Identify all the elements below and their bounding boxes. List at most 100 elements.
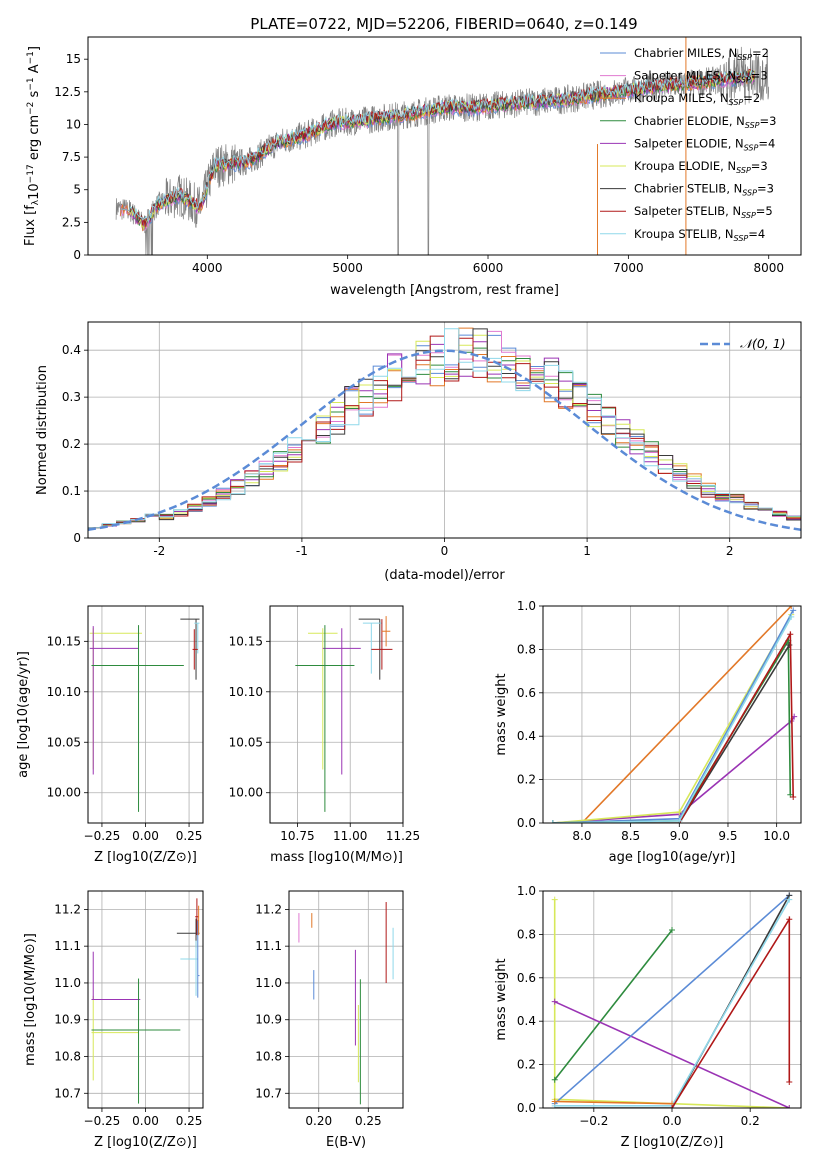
axes-frame: [87, 890, 204, 1109]
weight-marker: [786, 1078, 793, 1085]
weight-line: [552, 614, 792, 823]
weight-line: [554, 929, 673, 1081]
age-vs-metallicity-panel: −0.25 0.00 0.25 10.00 10.05 10.10 10.15 Z [log1…: [16, 605, 204, 865]
label-part: −1: [26, 77, 36, 90]
y-tick-label: 0.4: [62, 343, 81, 357]
y-axis-label: mass weight: [494, 673, 509, 755]
grid: [543, 605, 801, 824]
y-tick-label: 10.05: [229, 735, 263, 749]
spectrum-panel: 4000 5000 6000 7000 8000 0 2.5 5 7.5 10 12.5 15 wave…: [23, 36, 802, 298]
x-axis-label: Z [log10(Z/Z⊙)]: [94, 850, 197, 865]
label-part: SSP: [741, 211, 756, 220]
label-part: λ: [31, 199, 41, 205]
weight-marker: [549, 820, 556, 823]
y-tick-label: 2.5: [62, 215, 81, 229]
weight-vs-metallicity-panel: −0.2 0.0 0.2 0.0 0.2 0.4 0.6 0.8 1.0 Z [log10(Z/Z…: [494, 884, 802, 1150]
error-bar: [91, 625, 184, 812]
label-part: Salpeter ELODIE, N: [634, 136, 744, 150]
weight-marker: [786, 642, 793, 649]
x-tick-label: 9.5: [718, 829, 737, 843]
label-part: =3: [751, 69, 768, 83]
x-axis-label: E(B-V): [326, 1135, 366, 1150]
y-tick-label: 5: [73, 183, 81, 197]
x-tick-label: 9.0: [670, 829, 689, 843]
y-axis-label: Flux [fλ10−17 erg cm−2 s−1 A−1]: [23, 46, 42, 246]
plot-area: [298, 902, 394, 1105]
mass-vs-metallicity-panel: −0.25 0.00 0.25 10.7 10.8 10.9 11.0 11.1 11.2 Z […: [23, 890, 204, 1150]
y-tick-label: 12.5: [54, 85, 81, 99]
x-tick-label: 0.00: [132, 1114, 159, 1128]
label-part: −1: [26, 51, 36, 64]
label-part: SSP: [745, 121, 760, 130]
y-axis-label: age [log10(age/yr)]: [16, 651, 31, 778]
y-tick-label: 0.2: [62, 437, 81, 451]
y-tick-label: 0.4: [517, 729, 536, 743]
label-part: =4: [758, 136, 775, 150]
y-tick-label: 10.8: [54, 1050, 81, 1064]
weight-marker: [788, 613, 795, 620]
y-tick-label: 11.1: [54, 939, 81, 953]
label-part: ]: [27, 46, 42, 51]
y-tick-label: 0: [73, 531, 81, 545]
y-tick-label: 10.7: [255, 1086, 282, 1100]
legend-label: Salpeter STELIB, NSSP=5: [634, 204, 773, 220]
x-tick-label: −0.25: [84, 829, 121, 843]
error-bar: [197, 905, 200, 936]
y-tick-label: 0.2: [517, 773, 536, 787]
y-axis-label: mass weight: [494, 958, 509, 1040]
grid: [270, 606, 404, 823]
y-tick-label: 10: [66, 117, 81, 131]
label-part: SSP: [734, 234, 749, 243]
y-tick-label: 11.0: [255, 976, 282, 990]
weight-marker: [787, 631, 794, 638]
label-part: Salpeter MILES, N: [634, 69, 736, 83]
age-vs-mass-panel: 10.75 11.00 11.25 10.00 10.05 10.10 10.15 mass …: [229, 605, 420, 865]
plot-area: [88, 327, 801, 538]
label-part: =2: [743, 91, 760, 105]
x-tick-label: 7000: [613, 261, 644, 275]
label-part: =3: [757, 182, 774, 196]
label-part: Chabrier STELIB, N: [634, 182, 742, 196]
x-tick-label: 10.75: [280, 829, 314, 843]
error-bar: [295, 625, 355, 812]
axes-frame: [87, 605, 204, 824]
label-part: −17: [26, 164, 36, 183]
legend-label: Kroupa STELIB, NSSP=4: [634, 227, 765, 243]
x-axis-label: Z [log10(Z/Z⊙)]: [94, 1135, 197, 1150]
plot-area: [549, 606, 798, 823]
error-bar: [194, 622, 200, 654]
error-bar: [381, 616, 391, 647]
weight-line: [554, 894, 791, 1108]
y-tick-label: 10.10: [47, 685, 81, 699]
axes-frame: [288, 890, 404, 1109]
y-tick-label: 11.2: [54, 902, 81, 916]
plot-area: [115, 37, 770, 255]
legend-label: Chabrier STELIB, NSSP=3: [634, 182, 774, 198]
y-tick-label: 0.8: [517, 927, 536, 941]
y-tick-label: 10.8: [255, 1050, 282, 1064]
x-tick-label: −0.25: [84, 1114, 121, 1128]
label-part: 10: [27, 183, 42, 200]
y-tick-label: 11.0: [54, 976, 81, 990]
mass-vs-ebv-panel: 0.20 0.25 10.7 10.8 10.9 11.0 11.1 11.2 E(B-V): [255, 890, 404, 1150]
error-bar: [89, 626, 139, 775]
weight-line: [554, 1100, 673, 1105]
y-tick-label: 0.1: [62, 484, 81, 498]
x-tick-label: 0.25: [176, 1114, 203, 1128]
weight-line: [554, 894, 790, 1105]
label-part: =5: [756, 204, 773, 218]
grid: [289, 891, 403, 1108]
weight-line: [552, 644, 790, 823]
y-tick-label: 1.0: [517, 884, 536, 898]
y-tick-label: 10.9: [255, 1013, 282, 1027]
model-spectrum-line: [120, 69, 756, 222]
y-axis-label: mass [log10(M/M⊙)]: [23, 933, 38, 1066]
axes-frame: [269, 605, 404, 824]
y-tick-label: 10.10: [229, 685, 263, 699]
x-tick-label: 1: [583, 544, 591, 558]
x-axis-label: mass [log10(M/M⊙)]: [270, 850, 403, 865]
label-part: =3: [760, 114, 777, 128]
y-tick-label: 10.15: [47, 634, 81, 648]
plot-area: [551, 892, 793, 1108]
